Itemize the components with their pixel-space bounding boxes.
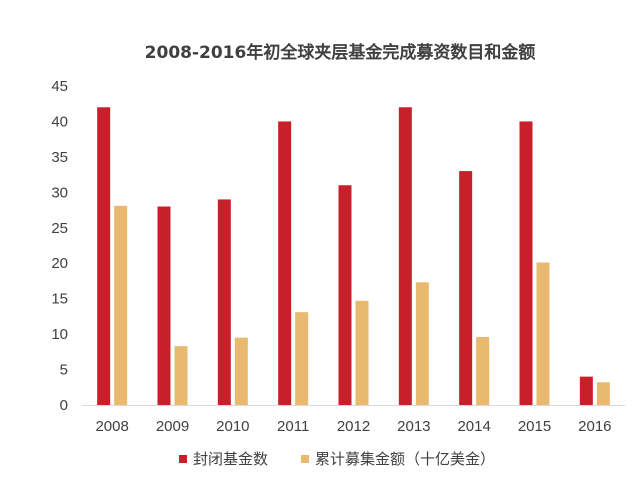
- chart-title: 2008-2016年初全球夹层基金完成募资数目和金额: [145, 42, 536, 63]
- x-tick-label: 2014: [457, 418, 490, 435]
- bar-fund-count: [459, 171, 473, 405]
- y-tick-label: 10: [51, 326, 68, 343]
- legend-label: 封闭基金数: [193, 450, 268, 468]
- bar-raised-amount: [536, 262, 550, 405]
- y-tick-label: 30: [51, 184, 68, 201]
- y-tick-label: 45: [51, 78, 68, 95]
- x-tick-label: 2011: [277, 418, 309, 435]
- bar-fund-count: [278, 121, 292, 405]
- x-tick-label: 2012: [337, 418, 370, 435]
- bar-fund-count: [97, 107, 111, 406]
- bar-raised-amount: [174, 346, 188, 405]
- bar-raised-amount: [596, 382, 610, 405]
- bar-raised-amount: [234, 337, 248, 405]
- bar-raised-amount: [415, 282, 429, 405]
- legend-swatch: [301, 455, 309, 463]
- bar-raised-amount: [114, 205, 128, 405]
- bar-fund-count: [398, 107, 412, 406]
- x-tick-label: 2016: [578, 418, 611, 435]
- bar-raised-amount: [295, 312, 309, 405]
- bar-fund-count: [579, 376, 593, 405]
- x-tick-label: 2015: [518, 418, 551, 435]
- bar-fund-count: [519, 121, 533, 405]
- bar-raised-amount: [476, 336, 490, 405]
- x-tick-label: 2009: [156, 418, 189, 435]
- y-tick-label: 0: [60, 397, 68, 414]
- y-tick-label: 5: [60, 362, 68, 379]
- bar-raised-amount: [355, 300, 369, 405]
- y-tick-label: 40: [51, 113, 68, 130]
- y-tick-label: 20: [51, 255, 68, 272]
- y-axis-ticks: 0 5 10 15 20 25 30 35 40 45: [51, 78, 68, 414]
- x-tick-label: 2010: [216, 418, 249, 435]
- legend-label: 累计募集金额（十亿美金）: [315, 450, 495, 468]
- bars: [97, 107, 610, 406]
- y-tick-label: 15: [51, 291, 68, 308]
- bar-fund-count: [157, 206, 171, 405]
- legend-swatch: [179, 455, 187, 463]
- bar-fund-count: [217, 199, 231, 405]
- x-tick-label: 2013: [397, 418, 430, 435]
- x-axis-ticks: 2008 2009 2010 2011 2012 2013 2014 2015 2016: [95, 418, 611, 435]
- y-tick-label: 35: [51, 149, 68, 166]
- x-tick-label: 2008: [95, 418, 128, 435]
- y-tick-label: 25: [51, 220, 68, 237]
- legend: 封闭基金数 累计募集金额（十亿美金）: [179, 450, 495, 468]
- bar-fund-count: [338, 185, 352, 405]
